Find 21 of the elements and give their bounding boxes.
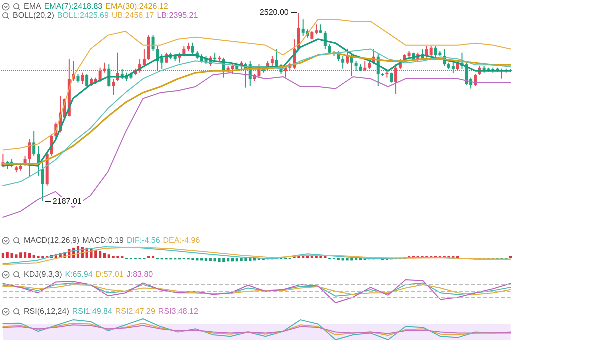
series-label: K:65.94 [65,270,93,280]
series-label: RSI3:48.12 [158,307,198,317]
text: EMA(30):2426.12 [106,2,168,12]
text: EMA [24,2,42,12]
text: EMA(7):2418.83 [44,2,103,12]
chart-title: KDJ(9,3,3) [24,270,62,280]
series-label: D:57.01 [96,270,124,280]
annotation: 2520.00 [258,8,290,17]
series-label: J:83.80 [126,270,154,280]
chart-title: RSI(6,12,24) [24,307,70,317]
text: DIF:-4.56 [126,236,160,245]
chart-title: MACD(12,26,9) [24,236,80,246]
annotation: BOLL(20,2) [13,11,54,21]
annotation: 2187.01 [52,197,83,206]
series-label: UB:2456.17 [112,11,154,21]
text: BOLL:2425.69 [57,11,109,21]
series-label: RSI2:47.29 [115,307,156,317]
text: LB:2395.21 [157,11,198,21]
text: DEA:-4.96 [163,236,200,245]
series-label: RSI1:49.84 [72,307,112,317]
series-label: MACD:0.19 [82,236,124,246]
